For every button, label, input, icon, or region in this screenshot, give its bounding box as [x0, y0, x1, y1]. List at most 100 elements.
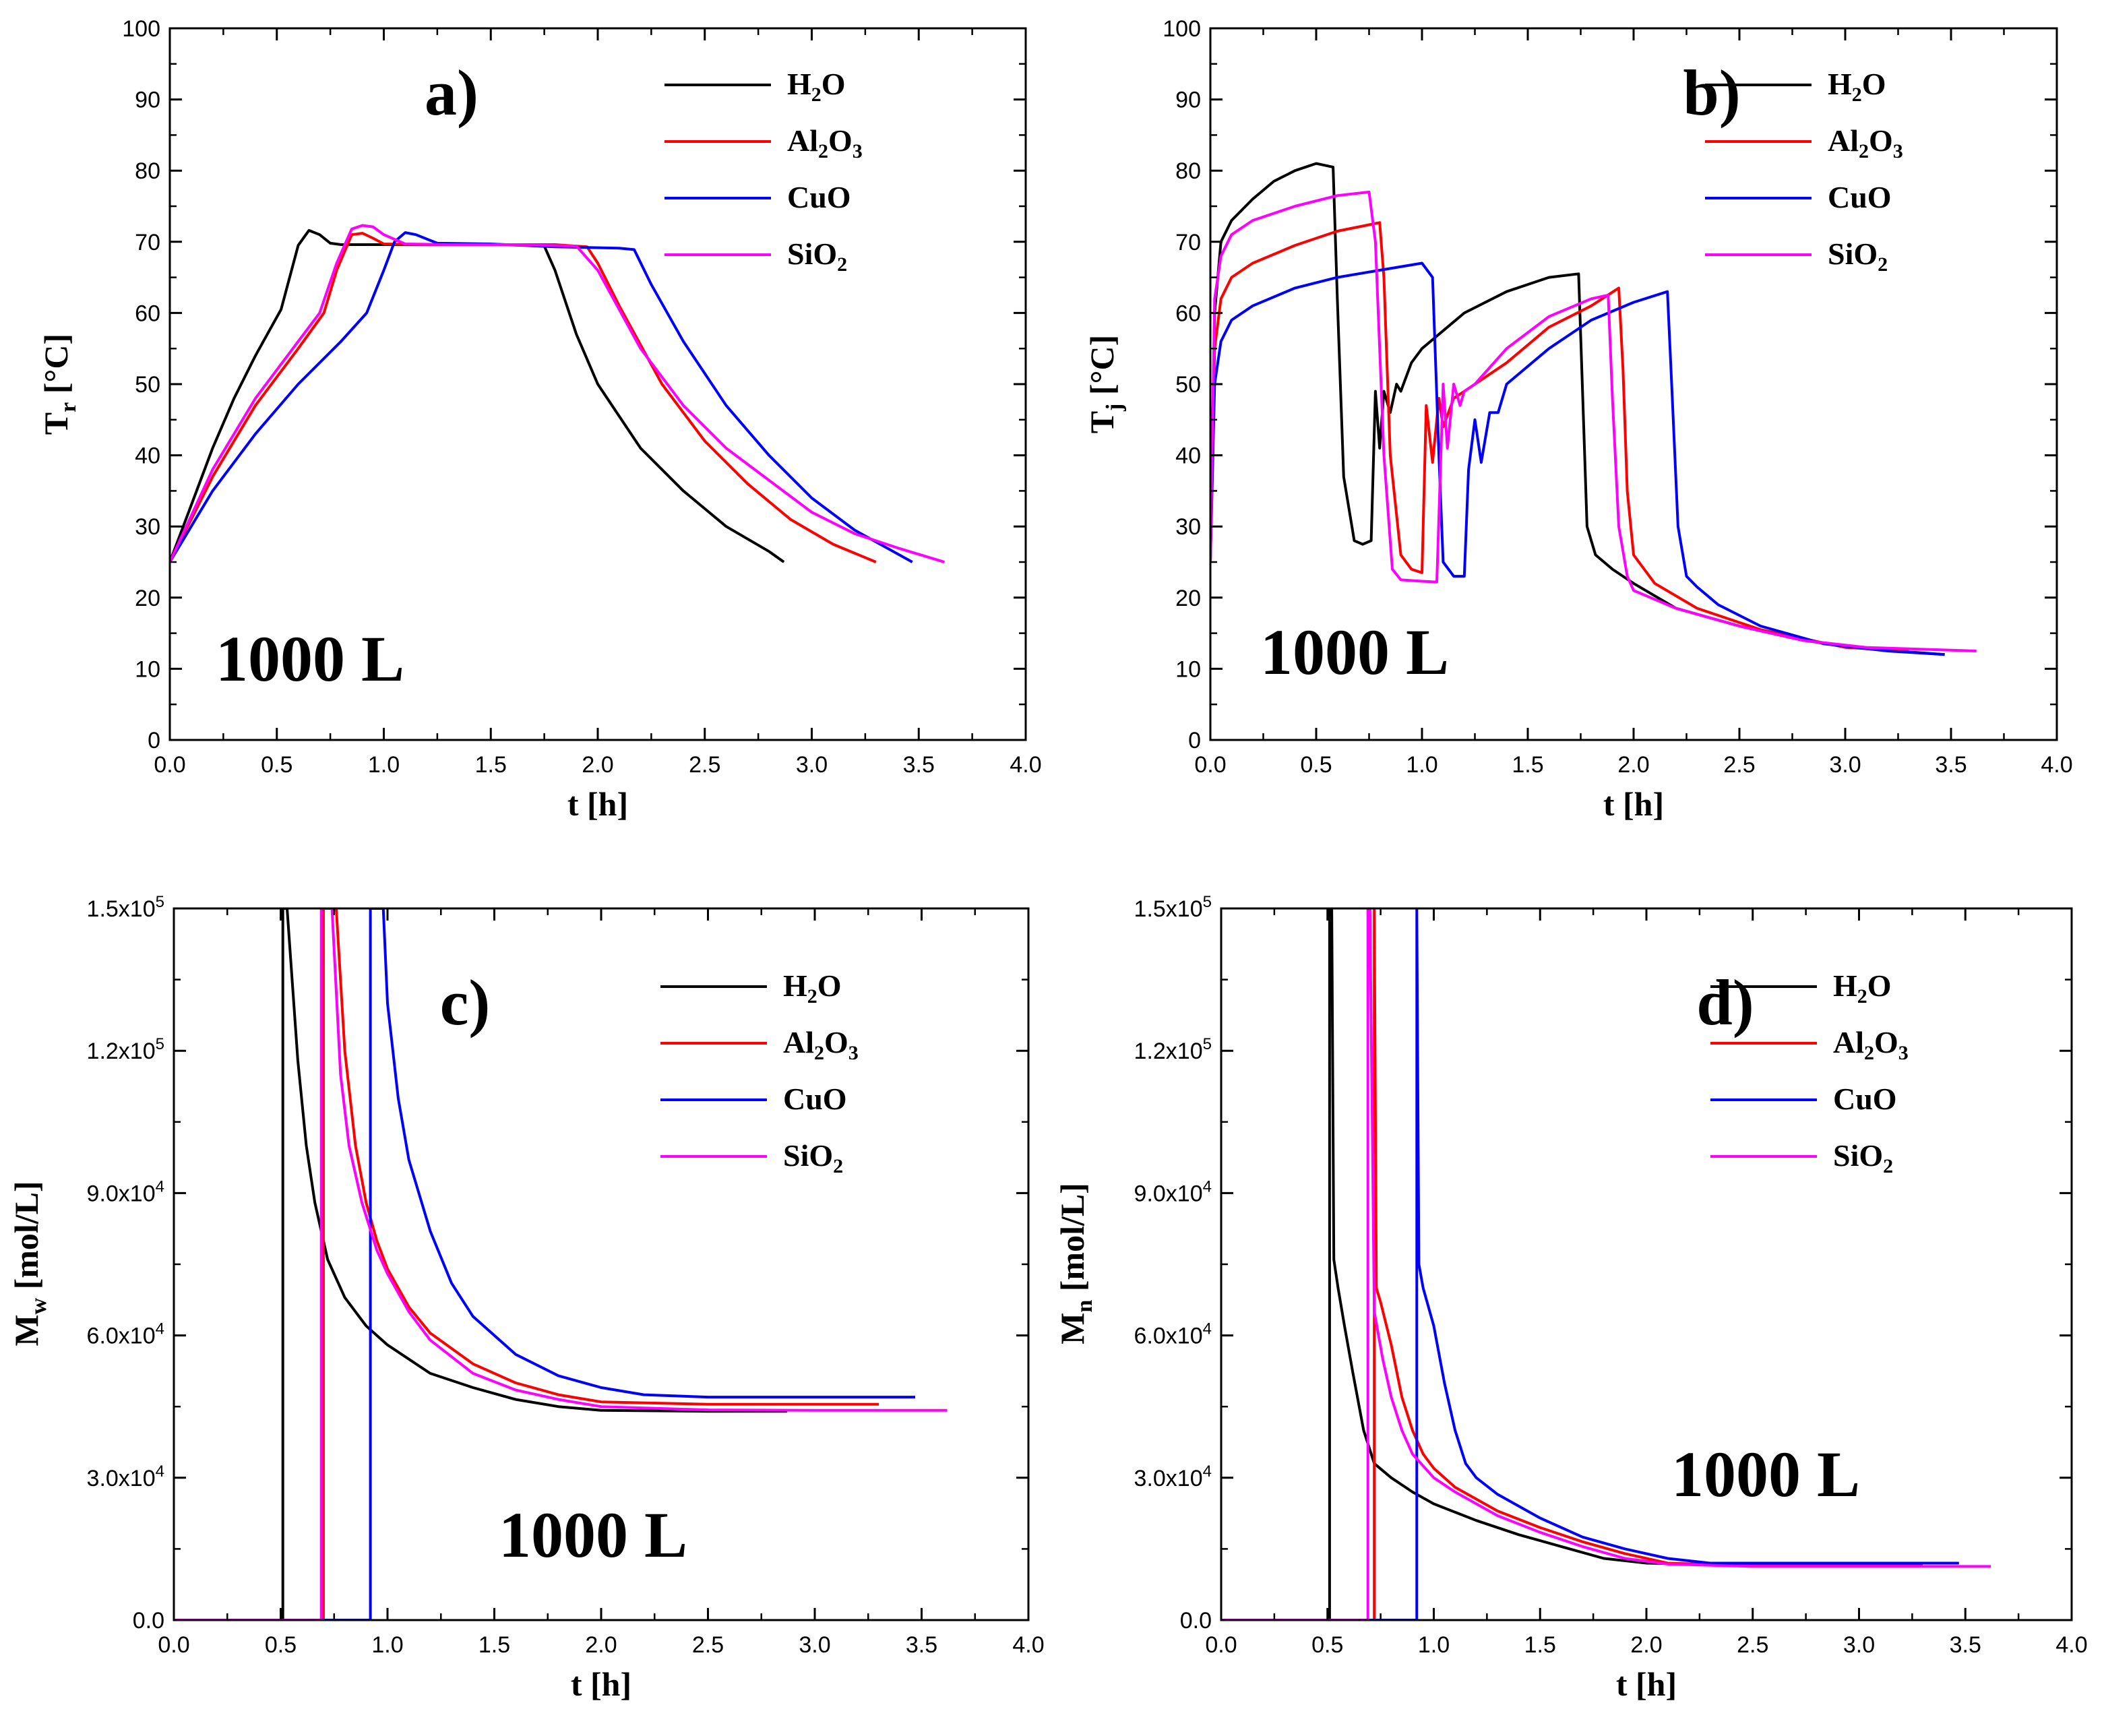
series-line-al2o3 — [1210, 221, 1909, 652]
y-tick-label: 80 — [135, 158, 160, 184]
panel-tag: a) — [425, 57, 478, 129]
x-tick-label: 4.0 — [2041, 752, 2072, 778]
x-tick-label: 1.0 — [368, 752, 400, 778]
x-tick-label: 1.5 — [1512, 752, 1543, 778]
x-tick-label: 2.5 — [1723, 752, 1755, 778]
x-tick-label: 3.5 — [906, 1632, 937, 1658]
series-line-al2o3 — [1221, 908, 1923, 1620]
y-tick-label: 40 — [135, 443, 160, 469]
y-tick-label: 10 — [1175, 656, 1201, 682]
y-tick-label: 0 — [148, 728, 160, 753]
legend-label-sio2: SiO2 — [1833, 1138, 1893, 1177]
series-line-cuo — [1210, 261, 1945, 656]
chart-panel-c: 0.0 0.5 1.0 1.5 2.0 2.5 3.0 3.5 4.0 0.0 3.0x104 6.0… — [7, 893, 1045, 1703]
series-line-h2o — [1221, 908, 1832, 1620]
x-tick-label: 3.5 — [1950, 1632, 1981, 1658]
legend-label-sio2: SiO2 — [787, 237, 847, 276]
y-tick-label: 30 — [1175, 514, 1201, 540]
legend-label-cuo: CuO — [787, 180, 851, 214]
chart-panel-b: 0.0 0.5 1.0 1.5 2.0 2.5 3.0 3.5 4.0 0 10 20 30 40 50 60… — [1083, 16, 2073, 823]
volume-annotation: 1000 L — [1260, 616, 1449, 688]
series-line-al2o3 — [170, 232, 877, 563]
y-tick-label: 9.0x104 — [87, 1177, 164, 1206]
x-tick-label: 1.0 — [1418, 1632, 1450, 1658]
y-tick-label: 3.0x104 — [87, 1462, 164, 1491]
volume-annotation: 1000 L — [216, 623, 404, 695]
x-tick-label: 0.5 — [261, 752, 292, 778]
legend: H2O Al2O3 CuO SiO2 — [1710, 968, 1909, 1177]
x-tick-label: 0.5 — [1300, 752, 1332, 778]
x-tick-label: 1.0 — [371, 1632, 403, 1658]
y-axis-label: Tr [°C] — [37, 334, 81, 435]
x-tick-label: 0.0 — [1194, 752, 1226, 778]
y-tick-label: 0.0 — [133, 1608, 164, 1634]
x-tick-label: 4.0 — [1010, 752, 1041, 778]
chart-panel-a: 0.0 0.5 1.0 1.5 2.0 2.5 3.0 3.5 4.0 0 10 20 30 40 50 60… — [37, 16, 1042, 823]
y-tick-label: 50 — [135, 372, 160, 398]
legend-label-sio2: SiO2 — [783, 1138, 843, 1177]
y-tick-label: 90 — [1175, 88, 1201, 113]
x-tick-label: 3.5 — [1935, 752, 1967, 778]
y-tick-label: 60 — [135, 301, 160, 326]
series-line-h2o — [170, 228, 785, 563]
x-tick-label: 4.0 — [2055, 1632, 2087, 1658]
y-tick-label: 20 — [135, 586, 160, 611]
volume-annotation: 1000 L — [499, 1499, 687, 1571]
y-tick-label: 80 — [1175, 158, 1201, 184]
y-tick-label: 100 — [1163, 16, 1201, 42]
x-axis-label: t [h] — [1603, 785, 1664, 823]
series-line-h2o — [1210, 162, 1945, 656]
y-tick-label: 70 — [135, 230, 160, 255]
series-line-cuo — [174, 908, 915, 1620]
x-tick-label: 1.5 — [478, 1632, 510, 1658]
y-tick-label: 0 — [1188, 728, 1201, 753]
x-tick-label: 2.5 — [692, 1632, 724, 1658]
y-tick-label: 20 — [1175, 586, 1201, 611]
legend-label-al2o3: Al2O3 — [783, 1025, 859, 1064]
x-tick-label: 1.5 — [1524, 1632, 1556, 1658]
panel-tag: c) — [440, 966, 491, 1038]
y-axis-label: Mw [mol/L] — [7, 1181, 51, 1346]
legend: H2O Al2O3 CuO SiO2 — [660, 968, 859, 1177]
y-tick-label: 0.0 — [1180, 1608, 1212, 1634]
x-axis-label: t [h] — [567, 785, 628, 823]
y-tick-label: 40 — [1175, 443, 1201, 469]
x-tick-label: 1.5 — [475, 752, 507, 778]
x-tick-label: 3.0 — [1829, 752, 1861, 778]
x-tick-label: 1.0 — [1406, 752, 1437, 778]
series-line-h2o — [174, 908, 787, 1620]
legend-label-cuo: CuO — [783, 1082, 847, 1116]
x-tick-label: 0.5 — [265, 1632, 297, 1658]
panel-tag: d) — [1696, 966, 1754, 1038]
chart-panel-d: 0.0 0.5 1.0 1.5 2.0 2.5 3.0 3.5 4.0 0.0 3.0x104 6.0… — [1053, 893, 2088, 1703]
y-tick-label: 60 — [1175, 301, 1201, 326]
x-tick-label: 0.0 — [1205, 1632, 1237, 1658]
legend-label-al2o3: Al2O3 — [1833, 1025, 1909, 1064]
x-tick-label: 2.5 — [1737, 1632, 1768, 1658]
y-tick-label: 10 — [135, 656, 160, 682]
legend: H2O Al2O3 CuO SiO2 — [664, 67, 863, 276]
plot-frame — [1220, 907, 2073, 1621]
panel-tag: b) — [1683, 57, 1740, 129]
legend: H2O Al2O3 CuO SiO2 — [1705, 67, 1903, 276]
series-line-cuo — [1221, 908, 1959, 1620]
y-tick-label: 1.5x105 — [1134, 893, 1212, 922]
y-tick-label: 1.5x105 — [87, 893, 164, 922]
y-tick-label: 1.2x105 — [1134, 1035, 1212, 1064]
series-line-sio2 — [1210, 190, 1977, 652]
volume-annotation: 1000 L — [1671, 1438, 1860, 1510]
y-tick-label: 6.0x104 — [87, 1320, 164, 1349]
legend-label-h2o: H2O — [783, 968, 842, 1008]
y-tick-label: 70 — [1175, 230, 1201, 255]
y-tick-label: 3.0x104 — [1134, 1462, 1212, 1491]
y-tick-label: 9.0x104 — [1134, 1177, 1212, 1206]
x-tick-label: 3.0 — [799, 1632, 830, 1658]
y-tick-label: 1.2x105 — [87, 1035, 164, 1064]
series-line-al2o3 — [174, 908, 879, 1620]
legend-label-cuo: CuO — [1833, 1082, 1897, 1116]
y-tick-label: 50 — [1175, 372, 1201, 398]
y-axis-label: Mn [mol/L] — [1053, 1183, 1097, 1344]
y-tick-label: 6.0x104 — [1134, 1320, 1212, 1349]
x-tick-label: 2.0 — [1617, 752, 1649, 778]
